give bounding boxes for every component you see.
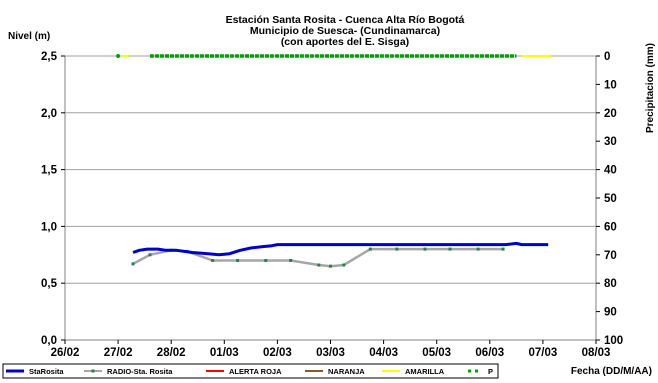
legend-box bbox=[2, 363, 499, 379]
x-tick-label: 05/03 bbox=[422, 347, 451, 359]
y2-tick-label: 70 bbox=[604, 250, 617, 262]
legend-item-alerta-roja: ALERTA ROJA bbox=[206, 367, 282, 376]
radio-series-point bbox=[395, 247, 399, 251]
y-tick-label: 2,5 bbox=[41, 51, 58, 63]
chart-title: Estación Santa Rosita - Cuenca Alta Río … bbox=[226, 14, 465, 48]
y-tick-label: 0,5 bbox=[41, 278, 58, 290]
y2-tick-label: 0 bbox=[604, 51, 610, 63]
legend-swatch bbox=[468, 369, 471, 373]
radio-series-point bbox=[131, 262, 135, 266]
x-tick-label: 03/03 bbox=[316, 347, 345, 359]
legend-label: RADIO-Sta. Rosita bbox=[107, 367, 173, 376]
title-line-2: Municipio de Suesca- (Cundinamarca) bbox=[250, 25, 440, 37]
x-tick-label: 08/03 bbox=[582, 347, 611, 359]
y-tick-label: 0,0 bbox=[41, 335, 57, 347]
legend-item-radio-sta-rosita: RADIO-Sta. Rosita bbox=[84, 367, 173, 376]
y-tick-label: 2,0 bbox=[41, 108, 57, 120]
x-tick-label: 06/03 bbox=[475, 347, 504, 359]
radio-series-point bbox=[317, 263, 321, 267]
legend-swatch bbox=[475, 369, 478, 373]
y-tick-label: 1,5 bbox=[41, 165, 58, 177]
radio-series-point bbox=[501, 247, 505, 251]
radio-series-point bbox=[368, 247, 372, 251]
radio-series-point bbox=[148, 253, 152, 257]
y-tick-labels: 0,0 0,5 1,0 1,5 2,0 2,5 bbox=[41, 51, 65, 347]
legend-label: P bbox=[488, 367, 493, 376]
radio-series-point bbox=[289, 258, 293, 262]
legend: StaRosita RADIO-Sta. Rosita ALERTA ROJA NAR… bbox=[2, 363, 499, 379]
plot-area bbox=[64, 55, 597, 341]
x-axis-label: Fecha (DD/M/AA) bbox=[571, 366, 652, 377]
legend-label: ALERTA ROJA bbox=[229, 367, 282, 376]
legend-label: StaRosita bbox=[29, 367, 64, 376]
y2-tick-label: 100 bbox=[604, 335, 623, 347]
title-line-3: (con aportes del E. Sisga) bbox=[281, 36, 409, 48]
y2-tick-label: 20 bbox=[604, 108, 617, 120]
x-tick-label: 27/02 bbox=[104, 347, 133, 359]
radio-series-point bbox=[329, 264, 332, 268]
radio-series-point bbox=[476, 247, 480, 251]
radio-series-point bbox=[264, 258, 268, 262]
y2-axis-label: Precipitacion (mm) bbox=[645, 43, 656, 133]
y2-tick-label: 60 bbox=[604, 221, 617, 233]
p-point bbox=[116, 54, 121, 58]
legend-item-amarilla: AMARILLA bbox=[382, 367, 445, 376]
y2-tick-labels: 0 10 20 30 40 50 60 70 80 90 100 bbox=[596, 51, 623, 347]
x-tick-labels: 26/02 27/02 28/02 01/03 02/03 03/03 04/03 05/03… bbox=[51, 340, 611, 359]
radio-series-point bbox=[342, 263, 346, 267]
x-tick-label: 02/03 bbox=[263, 347, 292, 359]
radio-series-point bbox=[211, 258, 215, 262]
y2-tick-label: 90 bbox=[604, 307, 617, 319]
y2-tick-label: 40 bbox=[604, 165, 617, 177]
legend-item-p: P bbox=[468, 367, 493, 376]
legend-label: NARANJA bbox=[328, 367, 365, 376]
legend-item-starosita: StaRosita bbox=[6, 367, 64, 376]
y2-tick-label: 10 bbox=[604, 79, 617, 91]
x-tick-label: 28/02 bbox=[157, 347, 186, 359]
legend-label: AMARILLA bbox=[405, 367, 445, 376]
x-tick-label: 07/03 bbox=[529, 347, 558, 359]
y-axis-label: Nivel (m) bbox=[8, 31, 50, 42]
radio-series-point bbox=[448, 247, 452, 251]
y2-tick-label: 30 bbox=[604, 136, 617, 148]
legend-marker bbox=[91, 369, 95, 373]
starosita-series-line bbox=[132, 241, 549, 257]
series-layer bbox=[116, 54, 551, 268]
legend-item-naranja: NARANJA bbox=[305, 367, 365, 376]
radio-series-point bbox=[236, 258, 240, 262]
x-tick-label: 04/03 bbox=[369, 347, 398, 359]
title-line-1: Estación Santa Rosita - Cuenca Alta Río … bbox=[226, 14, 465, 26]
x-tick-label: 01/03 bbox=[210, 347, 239, 359]
x-tick-label: 26/02 bbox=[51, 347, 80, 359]
y2-tick-label: 50 bbox=[604, 193, 617, 205]
radio-series-point bbox=[423, 247, 427, 251]
y-tick-label: 1,0 bbox=[41, 221, 57, 233]
y2-tick-label: 80 bbox=[604, 278, 617, 290]
